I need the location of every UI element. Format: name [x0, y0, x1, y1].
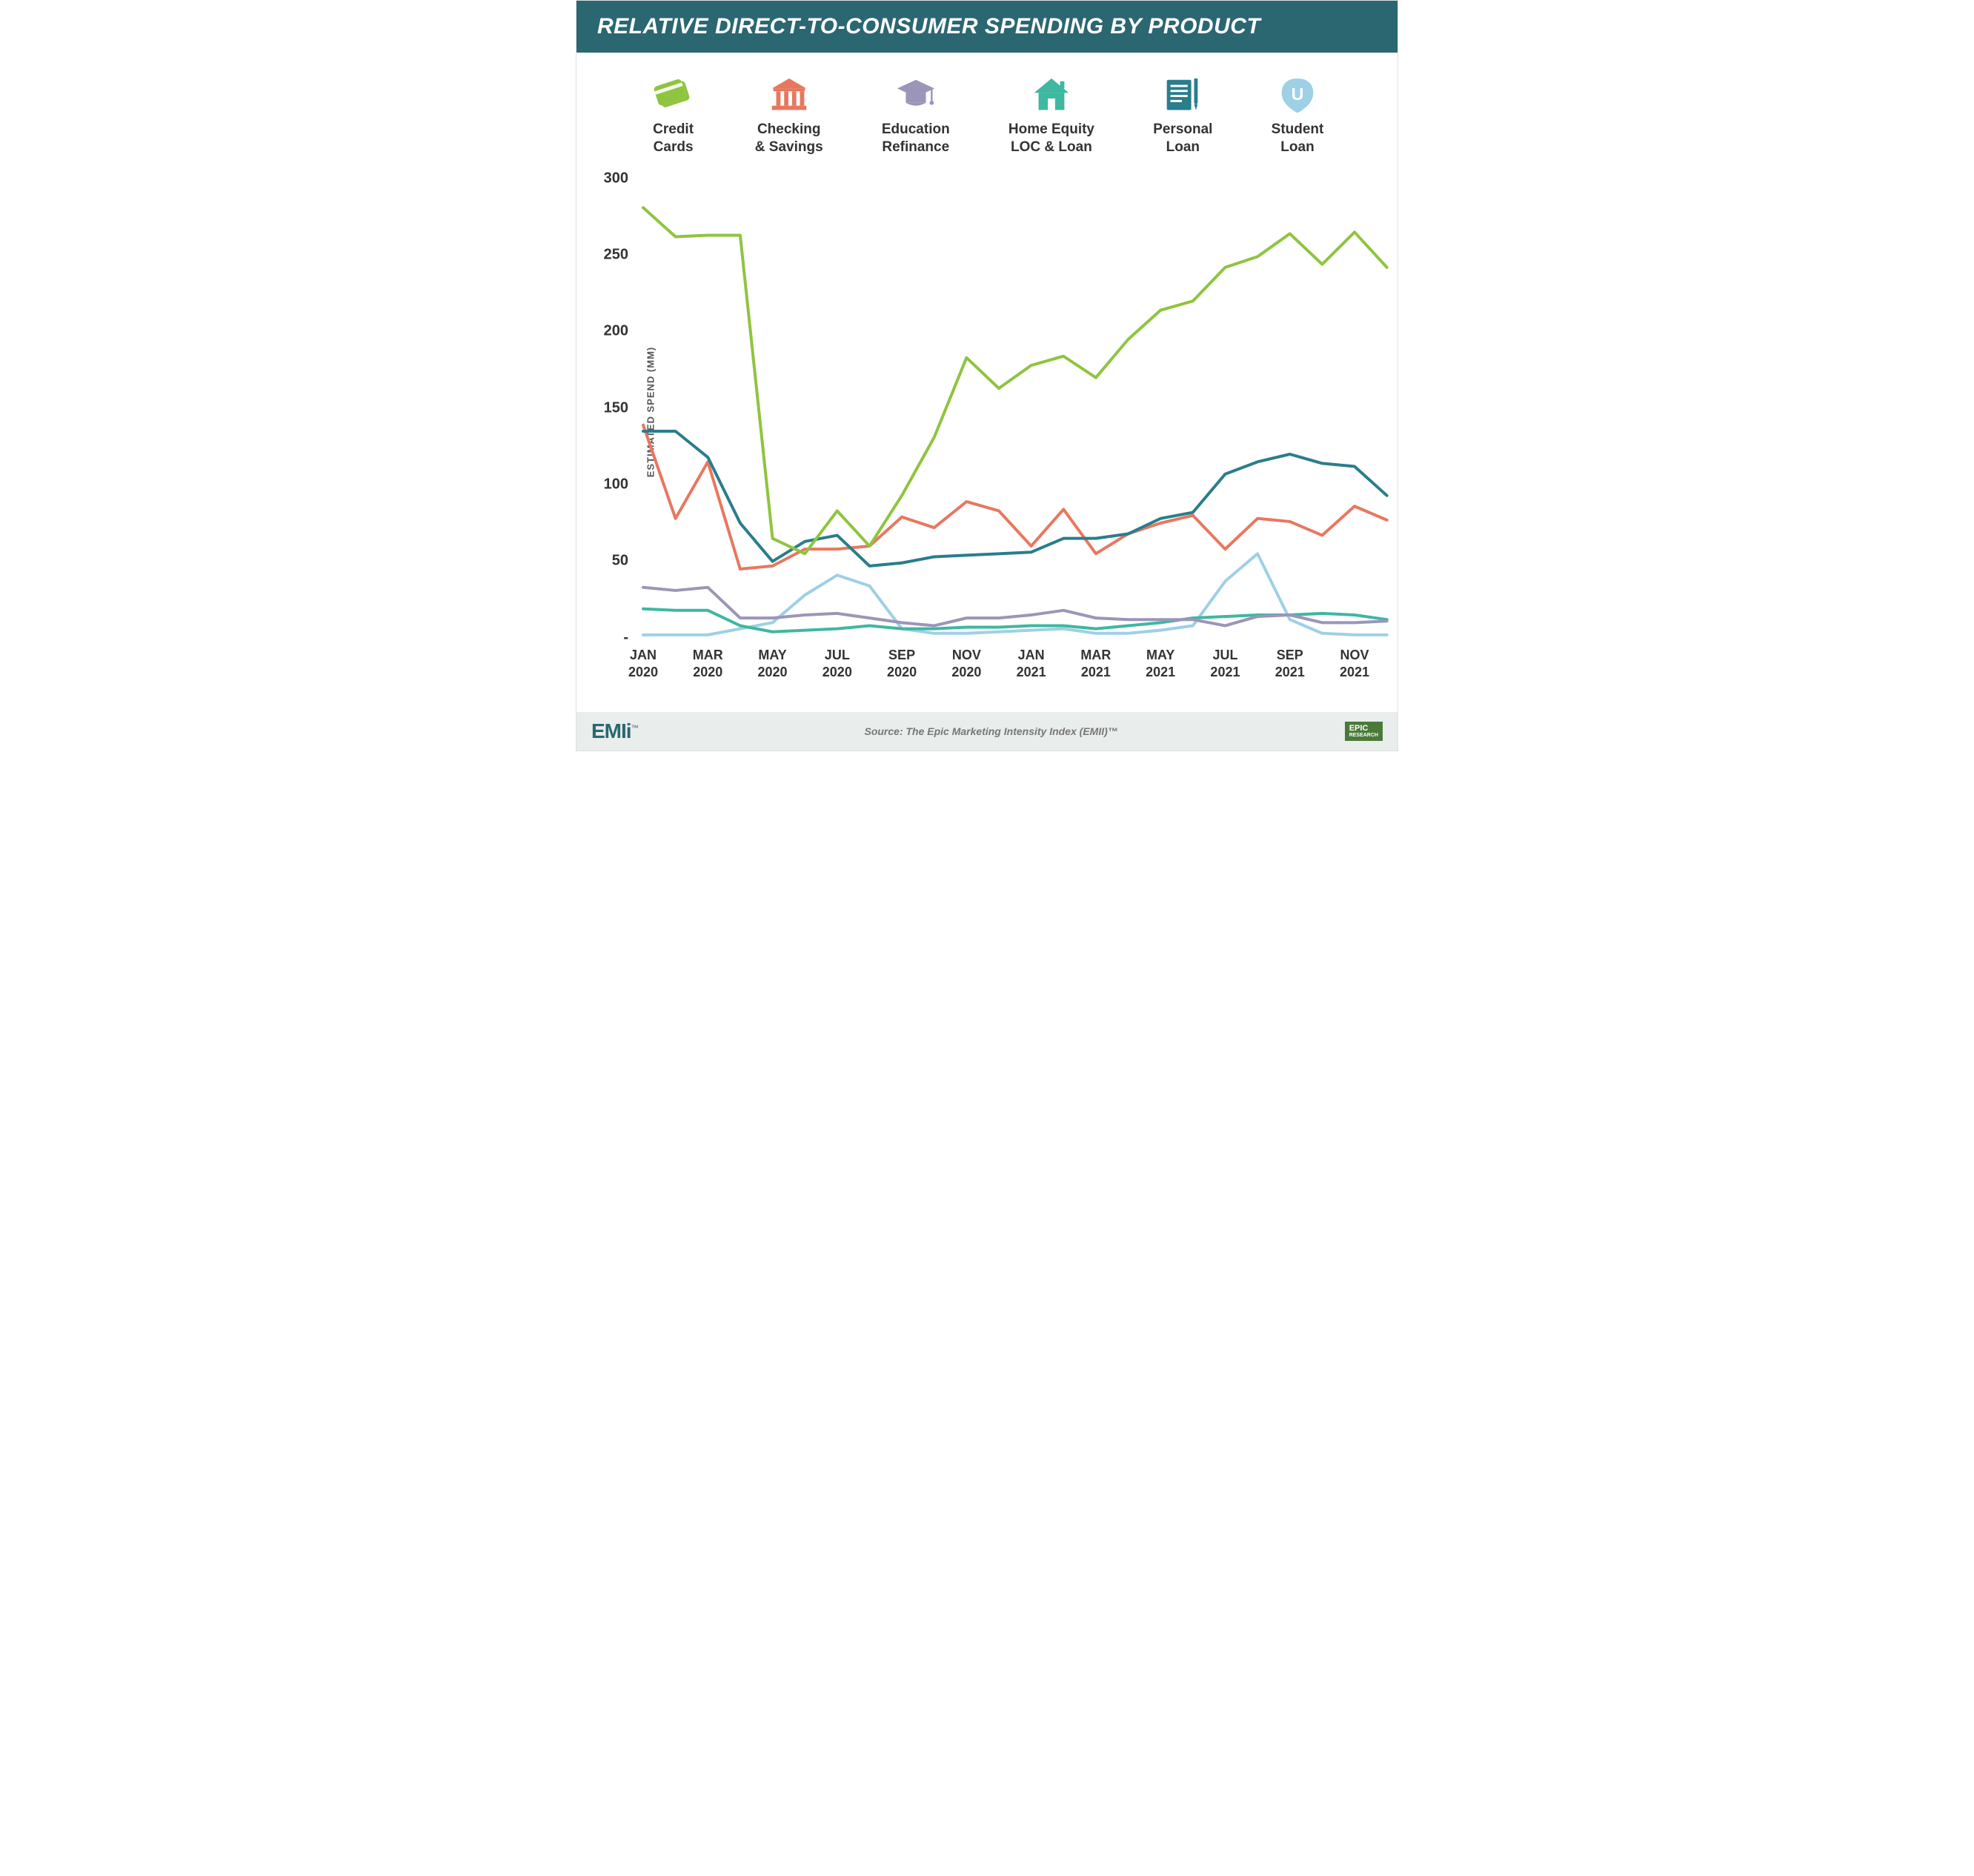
- legend-item-education-refinance: EducationRefinance: [882, 73, 950, 156]
- legend-label: EducationRefinance: [882, 121, 950, 156]
- x-tick: MAY2021: [1146, 638, 1175, 682]
- student-loan-icon: U: [1275, 73, 1320, 115]
- epic-logo-bottom: RESEARCH: [1349, 733, 1378, 738]
- legend-label: Checking& Savings: [755, 121, 823, 156]
- epic-logo-top: EPIC: [1349, 725, 1378, 733]
- source-text: Source: The Epic Marketing Intensity Ind…: [864, 725, 1117, 737]
- checking-savings-icon: [766, 73, 812, 115]
- y-tick: 250: [604, 246, 636, 263]
- personal-loan-icon: [1160, 73, 1206, 115]
- brand-logo: EMIi™: [591, 719, 638, 743]
- x-tick: NOV2021: [1340, 638, 1369, 682]
- trademark: ™: [631, 724, 638, 732]
- chart-title: RELATIVE DIRECT-TO-CONSUMER SPENDING BY …: [597, 14, 1377, 39]
- legend-item-home-equity: Home EquityLOC & Loan: [1008, 73, 1094, 156]
- x-tick: JAN2021: [1017, 638, 1046, 682]
- legend-label: Home EquityLOC & Loan: [1008, 121, 1094, 156]
- plot-area: -50100150200250300JAN2020MAR2020MAY2020J…: [636, 179, 1362, 638]
- y-tick: 100: [604, 476, 636, 493]
- series-checking-savings: [643, 425, 1387, 568]
- x-tick: MAR2020: [693, 638, 723, 682]
- legend-item-checking-savings: Checking& Savings: [755, 73, 823, 156]
- x-tick: MAR2021: [1080, 638, 1111, 682]
- chart-container: RELATIVE DIRECT-TO-CONSUMER SPENDING BY …: [576, 0, 1398, 751]
- legend-label: StudentLoan: [1272, 121, 1324, 156]
- y-tick: 300: [604, 170, 636, 187]
- series-personal-loan: [643, 431, 1387, 566]
- svg-text:U: U: [1292, 84, 1304, 104]
- y-tick: 150: [604, 399, 636, 416]
- legend: CreditCards Checking& Savings EducationRef…: [576, 53, 1398, 164]
- footer: EMIi™ Source: The Epic Marketing Intensi…: [576, 712, 1398, 751]
- legend-item-credit-cards: CreditCards: [651, 73, 697, 156]
- y-tick: 50: [612, 553, 636, 570]
- series-credit-cards: [643, 207, 1387, 553]
- x-tick: NOV2020: [951, 638, 981, 682]
- y-tick: 200: [604, 323, 636, 340]
- legend-item-student-loan: U StudentLoan: [1272, 73, 1324, 156]
- credit-cards-icon: [651, 73, 697, 115]
- legend-item-personal-loan: PersonalLoan: [1153, 73, 1212, 156]
- x-tick: JUL2021: [1210, 638, 1240, 682]
- x-tick: JAN2020: [628, 638, 658, 682]
- series-student-loan: [643, 553, 1387, 635]
- series-home-equity: [643, 608, 1387, 631]
- education-refinance-icon: [893, 73, 939, 115]
- line-chart-svg: [636, 179, 1362, 638]
- x-tick: SEP2021: [1275, 638, 1305, 682]
- epic-logo: EPIC RESEARCH: [1345, 722, 1383, 741]
- brand-text: EMIi: [591, 719, 631, 742]
- x-tick: MAY2020: [758, 638, 788, 682]
- chart-area: ESTIMATED SPEND (MM) -50100150200250300J…: [576, 164, 1398, 660]
- legend-label: PersonalLoan: [1153, 121, 1212, 156]
- x-tick: JUL2020: [822, 638, 852, 682]
- x-tick: SEP2020: [887, 638, 917, 682]
- home-equity-icon: [1028, 73, 1074, 115]
- legend-label: CreditCards: [653, 121, 694, 156]
- chart-header: RELATIVE DIRECT-TO-CONSUMER SPENDING BY …: [576, 1, 1398, 53]
